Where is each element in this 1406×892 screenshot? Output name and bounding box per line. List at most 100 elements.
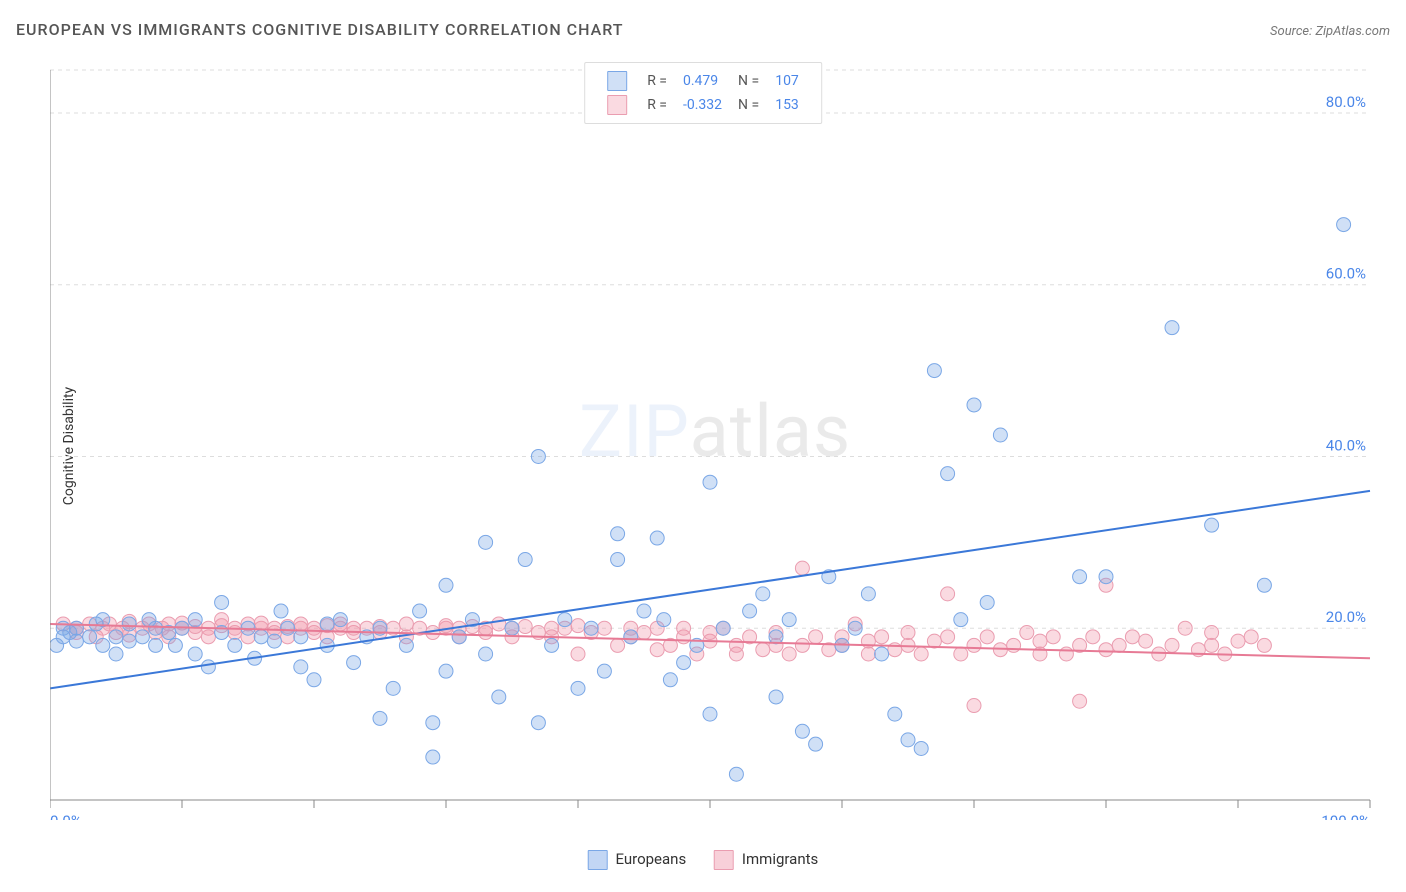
data-point — [307, 621, 321, 635]
data-point — [954, 613, 968, 627]
data-point — [611, 638, 625, 652]
data-point — [980, 595, 994, 609]
data-point — [571, 681, 585, 695]
data-point — [215, 613, 229, 627]
data-point — [545, 638, 559, 652]
data-point — [1059, 647, 1073, 661]
data-point — [967, 699, 981, 713]
data-point — [518, 620, 532, 634]
data-point — [96, 638, 110, 652]
data-point — [650, 531, 664, 545]
legend-swatch — [588, 850, 608, 870]
data-point — [122, 617, 136, 631]
data-point — [294, 617, 308, 631]
data-point — [531, 716, 545, 730]
legend-swatch — [714, 850, 734, 870]
data-point — [914, 647, 928, 661]
data-point — [1033, 634, 1047, 648]
source-label: Source: — [1270, 24, 1312, 39]
data-point — [188, 613, 202, 627]
y-tick-label: 80.0% — [1326, 93, 1366, 111]
data-point — [756, 587, 770, 601]
data-point — [254, 616, 268, 630]
data-point — [1165, 638, 1179, 652]
data-point — [941, 467, 955, 481]
data-point — [795, 724, 809, 738]
data-point — [663, 673, 677, 687]
data-point — [967, 638, 981, 652]
data-point — [769, 690, 783, 704]
data-point — [677, 621, 691, 635]
data-point — [122, 634, 136, 648]
data-point — [941, 587, 955, 601]
data-point — [135, 630, 149, 644]
source-name[interactable]: ZipAtlas.com — [1315, 24, 1390, 39]
data-point — [597, 621, 611, 635]
data-point — [518, 553, 532, 567]
data-point — [267, 634, 281, 648]
data-point — [703, 707, 717, 721]
data-point — [703, 475, 717, 489]
y-tick-label: 60.0% — [1326, 265, 1366, 283]
stat-r-label: R = — [639, 93, 675, 117]
data-point — [1073, 570, 1087, 584]
data-point — [1205, 638, 1219, 652]
data-point — [611, 553, 625, 567]
data-point — [782, 647, 796, 661]
data-point — [426, 716, 440, 730]
data-point — [149, 621, 163, 635]
data-point — [980, 630, 994, 644]
data-point — [254, 630, 268, 644]
data-point — [571, 647, 585, 661]
data-point — [729, 767, 743, 781]
data-point — [228, 638, 242, 652]
data-point — [1112, 638, 1126, 652]
data-point — [1337, 218, 1351, 232]
data-point — [281, 621, 295, 635]
data-point — [1139, 634, 1153, 648]
data-point — [901, 733, 915, 747]
data-point — [795, 638, 809, 652]
stat-r-value: 0.479 — [675, 69, 730, 93]
data-point — [1125, 630, 1139, 644]
data-point — [611, 527, 625, 541]
data-point — [571, 619, 585, 633]
data-point — [426, 750, 440, 764]
data-point — [215, 595, 229, 609]
stat-n-value: 153 — [767, 93, 807, 117]
data-point — [637, 604, 651, 618]
source-credit: Source: ZipAtlas.com — [1270, 24, 1390, 39]
data-point — [320, 617, 334, 631]
legend-item: Immigrants — [714, 850, 818, 868]
data-point — [1099, 643, 1113, 657]
header: EUROPEAN VS IMMIGRANTS COGNITIVE DISABIL… — [16, 20, 1390, 39]
data-point — [1007, 638, 1021, 652]
data-point — [492, 617, 506, 631]
stat-n-value: 107 — [767, 69, 807, 93]
data-point — [875, 630, 889, 644]
stat-n-label: N = — [730, 69, 767, 93]
legend-item: Europeans — [588, 850, 686, 868]
data-point — [83, 630, 97, 644]
data-point — [703, 626, 717, 640]
data-point — [1257, 578, 1271, 592]
stat-n-label: N = — [730, 93, 767, 117]
data-point — [729, 638, 743, 652]
data-point — [637, 626, 651, 640]
data-point — [967, 398, 981, 412]
data-point — [201, 660, 215, 674]
trend-line — [50, 491, 1370, 689]
data-point — [307, 673, 321, 687]
data-point — [875, 647, 889, 661]
data-point — [1205, 626, 1219, 640]
data-point — [597, 664, 611, 678]
data-point — [756, 643, 770, 657]
data-point — [479, 535, 493, 549]
data-point — [1178, 621, 1192, 635]
data-point — [1165, 321, 1179, 335]
data-point — [439, 578, 453, 592]
data-point — [69, 634, 83, 648]
y-tick-label: 40.0% — [1326, 436, 1366, 454]
legend-swatch — [607, 71, 627, 91]
data-point — [386, 681, 400, 695]
